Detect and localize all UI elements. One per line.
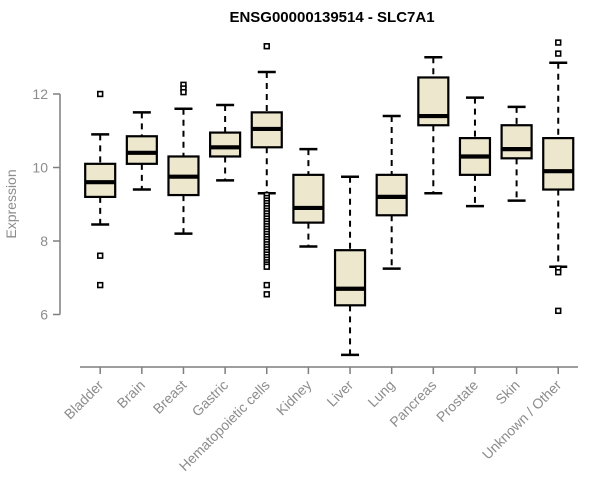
outlier-point bbox=[97, 252, 104, 259]
box-unknown-other bbox=[542, 39, 575, 315]
iqr-box bbox=[500, 124, 533, 160]
outlier-point bbox=[263, 281, 270, 289]
box-gastric bbox=[209, 103, 242, 182]
box-bladder bbox=[84, 90, 117, 289]
box-liver bbox=[333, 175, 367, 357]
x-tick-label: Liver bbox=[323, 377, 356, 410]
x-tick-label: Kidney bbox=[273, 377, 315, 419]
outlier-point bbox=[97, 281, 104, 289]
x-tick-label: Brain bbox=[114, 377, 148, 411]
outlier-point bbox=[263, 263, 270, 270]
outlier-point bbox=[555, 39, 562, 46]
iqr-box bbox=[209, 131, 242, 158]
box-breast bbox=[167, 81, 200, 235]
outlier-point bbox=[180, 88, 187, 96]
outlier-point bbox=[263, 43, 270, 50]
outlier-point bbox=[555, 269, 562, 276]
x-tick-label: Unknown / Other bbox=[479, 377, 565, 463]
x-tick-label: Skin bbox=[492, 377, 523, 408]
y-tick-label: 6 bbox=[40, 307, 48, 323]
outlier-point bbox=[97, 90, 104, 98]
outlier-point bbox=[555, 307, 562, 315]
box-skin bbox=[500, 105, 533, 202]
box-brain bbox=[125, 111, 158, 191]
box-pancreas bbox=[417, 56, 450, 195]
iqr-box bbox=[333, 249, 367, 307]
y-axis-label: Expression bbox=[3, 169, 19, 238]
iqr-box bbox=[292, 173, 325, 224]
boxplot-series bbox=[84, 39, 575, 357]
y-tick-label: 12 bbox=[32, 86, 48, 102]
iqr-box bbox=[125, 135, 158, 165]
x-tick-label: Bladder bbox=[61, 377, 107, 423]
box-hematopoietic-cells bbox=[250, 43, 283, 298]
y-tick-label: 10 bbox=[32, 160, 48, 176]
box-kidney bbox=[292, 147, 325, 248]
outlier-point bbox=[263, 291, 270, 298]
box-prostate bbox=[458, 96, 492, 208]
x-tick-label: Lung bbox=[364, 377, 397, 410]
iqr-box bbox=[542, 137, 575, 191]
y-tick-label: 8 bbox=[40, 233, 48, 249]
box-lung bbox=[375, 114, 408, 270]
chart-title: ENSG00000139514 - SLC7A1 bbox=[229, 9, 434, 26]
x-tick-label: Prostate bbox=[433, 377, 481, 425]
outlier-point bbox=[555, 50, 562, 57]
x-tick-label: Breast bbox=[150, 377, 190, 417]
